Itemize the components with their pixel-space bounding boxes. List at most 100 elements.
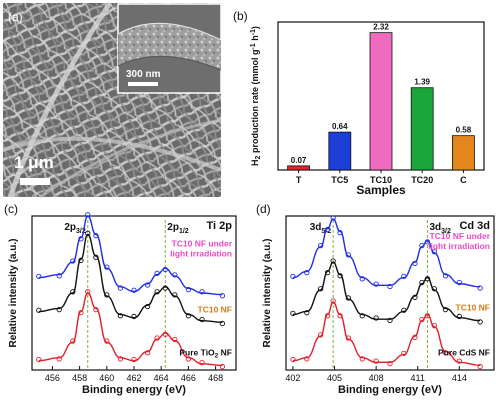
spectrum-data-point (78, 310, 84, 316)
panel-c-title: Ti 2p (207, 220, 233, 232)
spectrum-data-point (324, 313, 331, 319)
spectrum-data-point (373, 281, 379, 287)
spectrum-data-point (337, 229, 343, 236)
spectrum-data-point (431, 286, 438, 292)
spectrum-fit-line (38, 215, 223, 296)
spectrum-data-point (199, 359, 205, 366)
panel-a-inset-scale-label: 300 nm (126, 69, 161, 80)
spectrum-data-point (337, 313, 343, 319)
spectrum-data-point (93, 254, 99, 260)
bar-tc5 (328, 131, 352, 171)
spectrum-data-point (412, 294, 418, 300)
spectrum-data-point (131, 287, 137, 293)
spectrum-data-point (199, 316, 205, 323)
spectrum-data-point (117, 356, 124, 362)
x-tick-label: 464 (154, 373, 169, 383)
spectrum-data-point (373, 358, 379, 364)
spectrum-data-point (387, 360, 393, 367)
spectrum-data-point (56, 306, 62, 313)
spectrum-data-point (144, 350, 151, 356)
spectrum-data-point (185, 313, 192, 319)
bar-c (451, 135, 475, 171)
spectrum-data-point (85, 289, 91, 295)
panel-a-sem-image: (a) 300 nm 1 μm (2, 1, 222, 199)
spectrum-data-point (290, 356, 296, 363)
series-label: light irradiation (170, 249, 232, 259)
spectrum-data-point (36, 273, 42, 280)
spectrum-data-point (162, 266, 168, 273)
panel-c-label: (c) (4, 202, 18, 216)
x-tick-label: 458 (72, 373, 87, 383)
spectrum-data-point (359, 356, 365, 362)
spectrum-data-point (373, 315, 379, 321)
peak-label: 2p1/2 (167, 222, 189, 235)
panel-b-label: (b) (233, 9, 248, 23)
spectrum-data-point (477, 363, 483, 370)
spectrum-data-point (185, 286, 192, 293)
spectrum-data-point (401, 307, 407, 313)
x-tick-label: C (460, 175, 467, 185)
panel-d-title: Cd 3d (459, 220, 490, 232)
spectrum-data-point (162, 331, 168, 337)
spectrum-data-point (70, 289, 76, 295)
spectrum-data-point (337, 273, 343, 279)
x-tick-label: TC5 (331, 175, 348, 185)
bar-tc10 (369, 32, 393, 171)
spectrum-data-point (318, 332, 324, 338)
spectrum-data-point (93, 306, 99, 313)
spectrum-data-point (456, 313, 462, 320)
x-tick-label: TC20 (411, 175, 433, 185)
series-label: Pure CdS NF (438, 347, 490, 357)
spectrum-data-point (104, 264, 110, 270)
x-tick-label: 408 (369, 373, 384, 383)
spectrum-data-point (424, 276, 431, 282)
spectrum-data-point (162, 285, 168, 291)
spectrum-data-point (290, 273, 296, 280)
series-label: Pure TiO2 NF (179, 347, 232, 359)
spectrum-data-point (36, 356, 42, 363)
spectrum-data-point (290, 310, 296, 317)
x-tick-label: T (296, 175, 302, 185)
spectrum-data-point (442, 350, 449, 356)
spectrum-data-point (56, 273, 62, 279)
spectrum-data-point (401, 273, 407, 280)
spectrum-data-point (412, 334, 418, 340)
spectrum-data-point (401, 350, 407, 357)
spectrum-data-point (93, 233, 99, 239)
spectrum-data-point (172, 292, 178, 298)
spectrum-data-point (330, 215, 336, 221)
panel-a-scale-bar (20, 178, 50, 185)
spectrum-data-point (70, 258, 76, 264)
spectrum-data-point (304, 269, 310, 276)
panel-b-y-axis-label: H2 production rate (mmol g-1 h-1) (250, 26, 262, 166)
spectrum-data-point (419, 279, 425, 286)
series-label: TC10 NF (198, 304, 232, 314)
x-tick-label: 460 (99, 373, 114, 383)
x-tick-label: 466 (181, 373, 196, 383)
peak-label: 3d3/2 (429, 222, 451, 235)
spectrum-data-point (477, 319, 483, 325)
spectrum-data-point (304, 356, 310, 362)
spectrum-data-point (456, 358, 462, 364)
panel-c-xps-chart: (c) 456 458 460 462 464 466 468 2p3/2 2p1/2 TC10 … (4, 202, 237, 396)
panel-c-y-axis-label: Relative intensity (a.u.) (8, 239, 19, 348)
spectrum-data-point (318, 242, 324, 249)
spectrum-data-point (442, 306, 449, 313)
series-label: light irradiation (428, 241, 490, 251)
bar-value-label: 0.58 (456, 126, 472, 135)
spectrum-data-point (56, 356, 62, 362)
spectrum-data-point (477, 285, 483, 291)
spectrum-data-point (172, 336, 178, 343)
spectrum-data-point (154, 270, 160, 276)
spectrum-data-point (85, 230, 91, 236)
spectrum-data-point (345, 295, 352, 301)
spectrum-data-point (172, 272, 178, 278)
x-tick-label: 468 (208, 373, 223, 383)
spectrum-fit-line (38, 292, 223, 367)
spectrum-data-point (324, 226, 331, 233)
spectrum-data-point (104, 292, 110, 298)
spectrum-data-point (359, 276, 365, 282)
spectrum-data-point (131, 356, 137, 363)
